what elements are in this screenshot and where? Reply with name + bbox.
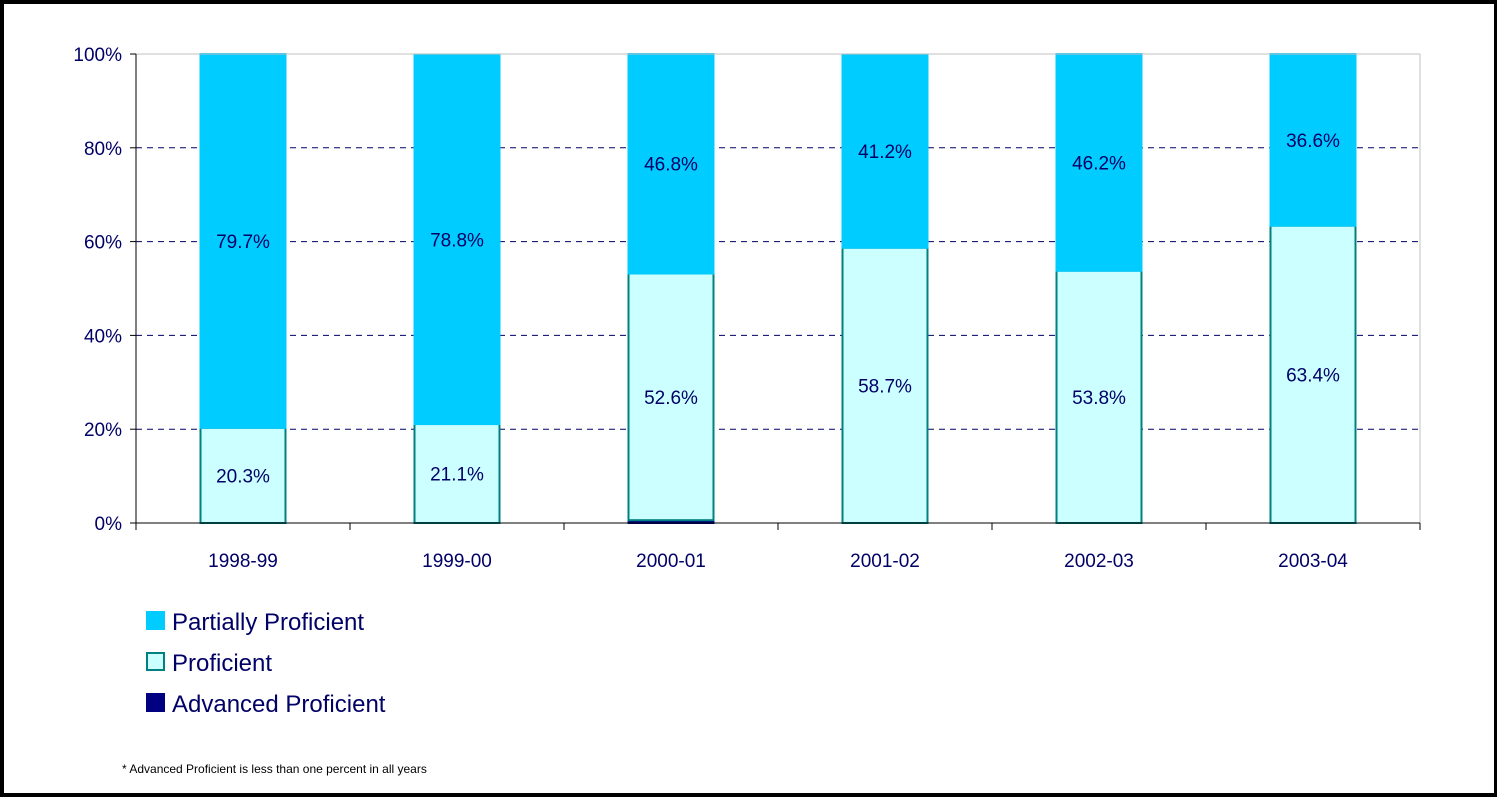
data-label: 46.8%: [644, 155, 698, 176]
data-label: 78.8%: [430, 230, 484, 251]
data-labels: 20.3% 79.7% 21.1% 78.8% 52.6% 46.8% 58.7% 41.2%…: [216, 131, 1340, 488]
legend: Partially Proficient Proficient Advanced P…: [146, 609, 386, 718]
x-tick-label: 1999-00: [422, 551, 492, 572]
bar-partially-proficient: [1269, 53, 1357, 227]
legend-swatch-proficient: [146, 652, 165, 671]
data-label: 53.8%: [1072, 388, 1126, 409]
x-tick-label: 2002-03: [1064, 551, 1134, 572]
y-tick-label: 60%: [84, 233, 122, 254]
legend-label: Proficient: [172, 650, 272, 677]
data-label: 79.7%: [216, 232, 270, 253]
bar-proficient: [1269, 224, 1357, 525]
bar-partially-proficient: [1055, 53, 1143, 272]
data-label: 63.4%: [1286, 365, 1340, 386]
gridlines: [136, 53, 1420, 430]
data-label: 41.2%: [858, 142, 912, 163]
y-tick-label: 0%: [95, 514, 123, 535]
y-tick-label: 100%: [73, 45, 122, 66]
data-label: 52.6%: [644, 388, 698, 409]
bar-proficient: [1055, 269, 1143, 525]
y-tick-label: 80%: [84, 139, 122, 160]
legend-swatch-partially-proficient: [146, 611, 165, 630]
legend-label: Partially Proficient: [172, 609, 364, 636]
data-label: 21.1%: [430, 465, 484, 486]
x-tick-label: 2003-04: [1278, 551, 1348, 572]
data-label: 20.3%: [216, 466, 270, 487]
y-tick-label: 20%: [84, 420, 122, 441]
footnote: * Advanced Proficient is less than one p…: [122, 762, 427, 776]
bar-proficient: [627, 272, 715, 522]
x-tick-label: 1998-99: [208, 551, 278, 572]
data-label: 36.6%: [1286, 131, 1340, 152]
legend-swatch-advanced-proficient: [146, 693, 165, 712]
x-tick-label: 2001-02: [850, 551, 920, 572]
x-tick-label: 2000-01: [636, 551, 706, 572]
bars: [199, 53, 1357, 525]
legend-label: Advanced Proficient: [172, 691, 386, 718]
data-label: 58.7%: [858, 376, 912, 397]
data-label: 46.2%: [1072, 153, 1126, 174]
axes: 0% 20% 40% 60% 80% 100% 1998-99 1999-00 2000-01 2…: [73, 45, 1421, 572]
y-tick-label: 40%: [84, 326, 122, 347]
